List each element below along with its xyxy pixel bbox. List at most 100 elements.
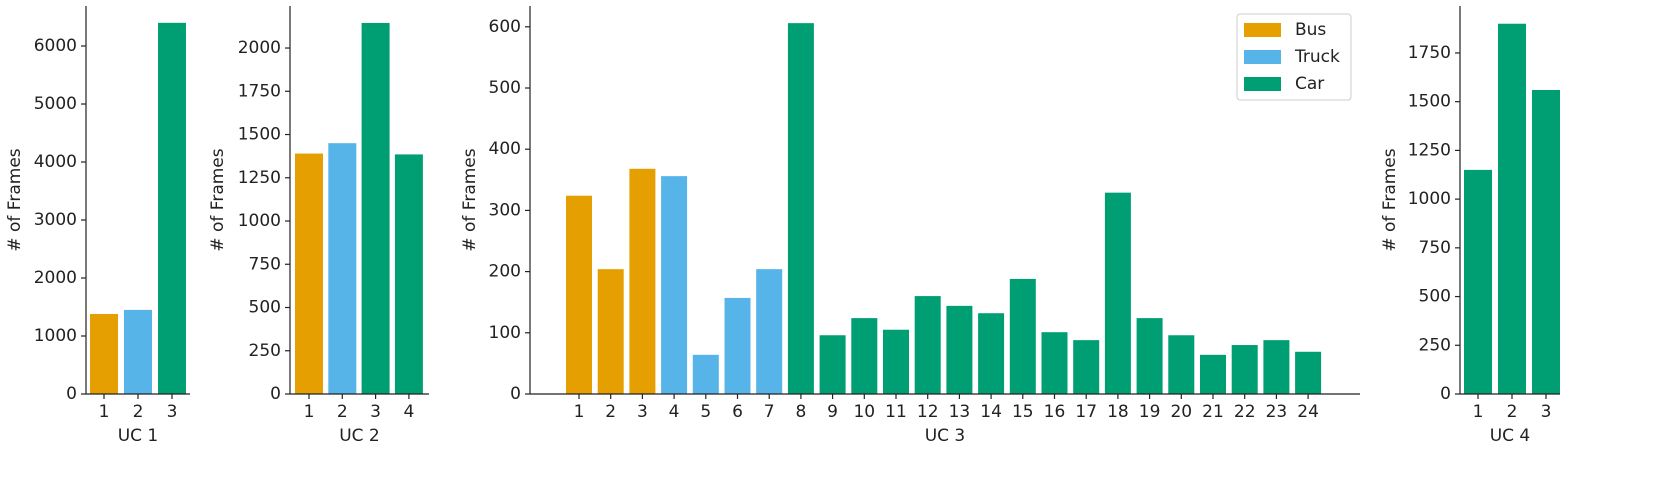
y-tick-label: 500	[489, 78, 521, 98]
legend-label: Car	[1295, 74, 1324, 94]
legend-label: Truck	[1294, 47, 1340, 67]
x-tick-label: 7	[764, 402, 775, 422]
x-tick-label: 9	[827, 402, 838, 422]
y-tick-label: 0	[270, 384, 281, 404]
x-tick-label: 10	[853, 402, 875, 422]
bar	[851, 318, 878, 394]
y-tick-label: 1250	[238, 168, 281, 188]
bar	[1200, 354, 1226, 394]
bar	[1168, 335, 1195, 394]
y-tick-label: 1750	[1408, 43, 1451, 63]
bar	[1295, 351, 1322, 394]
bar	[1464, 169, 1492, 394]
x-tick-label: 4	[669, 402, 680, 422]
legend-swatch	[1244, 50, 1281, 64]
y-tick-label: 750	[1419, 238, 1451, 258]
y-tick-label: 300	[489, 200, 521, 220]
x-tick-label: 13	[949, 402, 971, 422]
y-tick-label: 1000	[34, 326, 77, 346]
y-tick-label: 2000	[238, 38, 281, 58]
y-tick-label: 4000	[34, 152, 77, 172]
y-tick-label: 0	[66, 384, 77, 404]
y-tick-label: 200	[489, 262, 521, 282]
x-tick-label: 1	[304, 402, 315, 422]
bar	[1532, 89, 1560, 394]
x-tick-label: 17	[1075, 402, 1097, 422]
x-tick-label: 2	[605, 402, 616, 422]
x-tick-label: 1	[574, 402, 585, 422]
bar	[787, 23, 814, 394]
legend-label: Bus	[1295, 20, 1326, 40]
x-tick-label: 2	[133, 402, 144, 422]
x-tick-label: 2	[1507, 402, 1518, 422]
legend-swatch	[1244, 23, 1281, 37]
bar	[1041, 332, 1068, 394]
bar	[692, 354, 719, 394]
x-tick-label: 18	[1107, 402, 1129, 422]
y-tick-label: 0	[510, 384, 521, 404]
y-axis-label: # of Frames	[208, 148, 228, 251]
bar	[1009, 278, 1036, 394]
x-tick-label: 16	[1044, 402, 1066, 422]
y-tick-label: 5000	[34, 94, 77, 114]
y-tick-label: 1000	[1408, 189, 1451, 209]
x-tick-label: 19	[1139, 402, 1161, 422]
y-tick-label: 750	[249, 254, 281, 274]
y-tick-label: 600	[489, 17, 521, 37]
bar	[361, 22, 390, 394]
x-tick-label: 2	[337, 402, 348, 422]
x-tick-label: 3	[637, 402, 648, 422]
y-tick-label: 100	[489, 323, 521, 343]
bar	[883, 329, 909, 394]
x-tick-label: 12	[917, 402, 939, 422]
y-tick-label: 400	[489, 139, 521, 159]
bar	[1498, 23, 1526, 395]
x-tick-label: 3	[1541, 402, 1552, 422]
x-axis-label: UC 3	[925, 426, 966, 446]
bar	[597, 269, 624, 394]
y-tick-label: 1750	[238, 81, 281, 101]
bar	[946, 305, 973, 394]
bar	[1104, 192, 1131, 394]
y-tick-label: 250	[249, 341, 281, 361]
y-tick-label: 500	[249, 298, 281, 318]
x-axis-label: UC 4	[1490, 426, 1531, 446]
bar	[124, 309, 152, 394]
bar	[629, 168, 656, 394]
x-tick-label: 8	[795, 402, 806, 422]
bar	[1136, 318, 1163, 394]
bar	[819, 335, 846, 394]
y-tick-label: 1500	[1408, 92, 1451, 112]
y-tick-label: 500	[1419, 287, 1451, 307]
x-tick-label: 22	[1234, 402, 1256, 422]
y-tick-label: 1500	[238, 125, 281, 145]
bar	[158, 22, 186, 395]
x-tick-label: 1	[1473, 402, 1484, 422]
bar	[1263, 340, 1290, 394]
y-tick-label: 0	[1440, 384, 1451, 404]
bar	[756, 269, 783, 394]
y-tick-label: 2000	[34, 268, 77, 288]
x-tick-label: 24	[1297, 402, 1319, 422]
bar	[328, 143, 357, 394]
x-tick-label: 3	[167, 402, 178, 422]
bar	[394, 154, 423, 394]
x-tick-label: 23	[1266, 402, 1288, 422]
y-tick-label: 6000	[34, 36, 77, 56]
x-tick-label: 11	[885, 402, 907, 422]
y-axis-label: # of Frames	[1380, 148, 1400, 251]
x-tick-label: 21	[1202, 402, 1224, 422]
bar	[661, 176, 688, 394]
x-tick-label: 3	[370, 402, 381, 422]
x-axis-label: UC 1	[118, 426, 159, 446]
x-axis-label: UC 2	[339, 426, 380, 446]
x-tick-label: 4	[403, 402, 414, 422]
y-tick-label: 3000	[34, 210, 77, 230]
bar	[1073, 340, 1100, 394]
x-tick-label: 14	[980, 402, 1002, 422]
bar	[724, 297, 751, 394]
bar	[978, 313, 1005, 394]
x-tick-label: 20	[1170, 402, 1192, 422]
bar	[566, 195, 592, 394]
